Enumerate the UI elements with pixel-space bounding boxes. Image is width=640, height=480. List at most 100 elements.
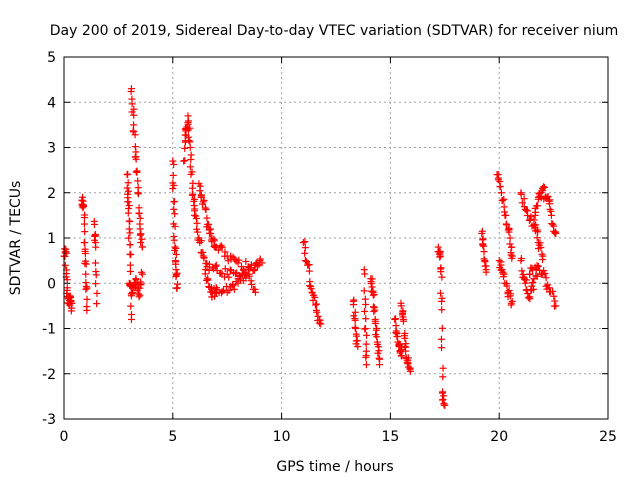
data-point-marker [251,285,259,293]
data-point-marker [191,205,199,213]
data-point-marker [247,261,255,269]
data-point-marker [83,284,91,292]
data-point-marker [363,331,371,339]
data-point-marker [551,229,559,237]
data-point-marker [405,363,413,371]
data-point-marker [438,306,446,314]
data-point-marker [439,395,447,403]
data-point-marker [533,262,541,270]
data-point-marker [172,271,180,279]
y-tick-label: -3 [42,412,56,428]
data-point-marker [189,190,197,198]
data-point-marker [301,238,309,246]
data-point-marker [371,317,379,325]
data-point-marker [521,205,529,213]
data-point-marker [506,234,514,242]
data-point-marker [534,228,542,236]
data-point-marker [494,176,502,184]
data-point-marker [66,292,74,300]
data-point-marker [205,220,213,228]
data-point-marker [537,244,545,252]
data-point-marker [214,246,222,254]
data-point-marker [438,344,446,352]
data-point-marker [254,262,262,270]
data-point-marker [506,240,514,248]
data-point-marker [171,210,179,218]
data-point-marker [80,220,88,228]
data-point-marker [132,148,140,156]
data-point-marker [127,292,135,300]
data-point-marker [396,340,404,348]
data-point-marker [536,239,544,247]
data-point-marker [307,283,315,291]
data-point-marker [196,187,204,195]
data-point-marker [132,155,140,163]
data-point-marker [67,307,75,315]
data-point-marker [242,274,250,282]
data-point-marker [123,184,131,192]
data-point-marker [79,202,87,210]
data-point-marker [520,195,528,203]
data-point-marker [351,308,359,316]
data-point-marker [518,199,526,207]
data-point-marker [203,214,211,222]
data-point-marker [301,244,309,252]
data-point-marker [170,236,178,244]
data-point-marker [225,287,233,295]
data-point-marker [497,189,505,197]
data-point-marker [197,237,205,245]
data-point-marker [353,337,361,345]
data-point-marker [221,265,229,273]
data-point-marker [524,294,532,302]
data-point-marker [500,195,508,203]
data-point-marker [200,196,208,204]
data-point-marker [181,144,189,152]
data-point-marker [193,219,201,227]
data-point-marker [170,160,178,168]
data-point-marker [499,197,507,205]
data-point-marker [124,198,132,206]
data-point-marker [138,243,146,251]
data-point-marker [126,217,134,225]
y-tick-label: -2 [42,367,56,383]
data-point-marker [533,234,541,242]
data-point-marker [524,211,532,219]
data-point-marker [245,272,253,280]
data-points [60,85,560,409]
data-point-marker [232,270,240,278]
data-point-marker [376,355,384,363]
data-point-marker [537,270,545,278]
data-point-marker [532,221,540,229]
data-point-marker [311,301,319,309]
data-point-marker [91,259,99,267]
data-point-marker [201,266,209,274]
data-point-marker [62,245,70,253]
data-point-marker [370,290,378,298]
data-point-marker [505,287,513,295]
data-point-marker [351,323,359,331]
y-axis-label: SDTVAR / TECUs [8,181,24,296]
data-point-marker [362,315,370,323]
data-point-marker [125,234,133,242]
data-point-marker [537,188,545,196]
data-point-marker [186,124,194,132]
data-point-marker [361,270,369,278]
data-point-marker [399,317,407,325]
data-point-marker [529,285,537,293]
data-point-marker [362,300,370,308]
data-point-marker [552,228,560,236]
axis-ticks [63,56,609,420]
data-point-marker [551,297,559,305]
data-point-marker [524,290,532,298]
data-point-marker [439,364,447,372]
data-point-marker [518,267,526,275]
data-point-marker [235,256,243,264]
data-point-marker [301,249,309,257]
data-point-marker [205,226,213,234]
data-point-marker [549,287,557,295]
data-point-marker [127,87,135,95]
data-point-marker [527,213,535,221]
data-point-marker [540,184,548,192]
data-point-marker [210,237,218,245]
data-point-marker [479,240,487,248]
